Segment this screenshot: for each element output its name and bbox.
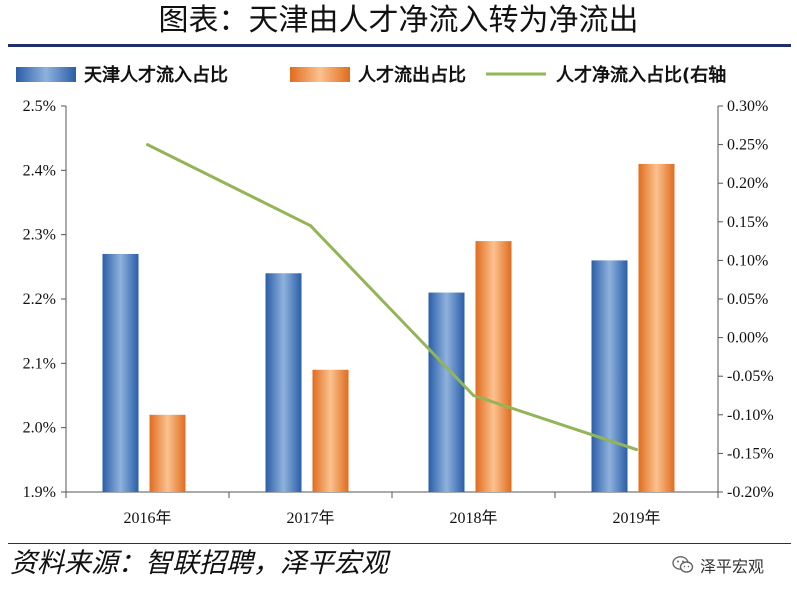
y-left-tick-label: 1.9% (23, 484, 56, 501)
page-title: 图表：天津由人才净流入转为净流出 (158, 3, 639, 38)
watermark: 泽平宏观 (672, 552, 764, 578)
bar-outflow (312, 369, 349, 492)
y-right-tick-label: 0.25% (727, 137, 768, 154)
chart-legend: 天津人才流入占比 人才流出占比 人才净流入占比(右轴 (16, 64, 726, 86)
x-tick-label: 2017年 (286, 509, 334, 527)
bar-inflow (591, 260, 628, 492)
net-inflow-point (635, 448, 638, 452)
y-right-tick-label: 0.10% (727, 252, 768, 269)
y-right-tick-label: -0.20% (727, 484, 774, 501)
source-note: 资料来源：智联招聘，泽平宏观 (10, 548, 388, 579)
y-left-tick-label: 2.4% (23, 162, 56, 179)
y-right-tick-label: -0.10% (727, 407, 774, 424)
y-right-tick-label: -0.15% (727, 445, 774, 462)
y-right-tick-label: 0.30% (727, 98, 768, 115)
bar-inflow (102, 253, 139, 492)
y-right-tick-label: 0.00% (727, 330, 768, 347)
bar-inflow (265, 273, 302, 492)
watermark-text: 泽平宏观 (700, 557, 765, 576)
footer-divider (8, 543, 791, 544)
bar-outflow (638, 163, 675, 492)
chart-bars (102, 163, 675, 492)
y-left-tick-label: 2.3% (23, 227, 56, 244)
bar-inflow (428, 292, 465, 492)
bar-line-chart: 天津人才流入占比 人才流出占比 人才净流入占比(右轴 1.9% 2.0% 2.1% 2.2… (16, 64, 774, 527)
x-tick-label: 2018年 (449, 509, 497, 527)
legend-label-inflow: 天津人才流入占比 (84, 64, 228, 86)
chart-ticks: 1.9% 2.0% 2.1% 2.2% 2.3% 2.4% 2.5% -0.20% -0.15%… (23, 98, 774, 527)
legend-label-net: 人才净流入占比(右轴 (556, 64, 726, 86)
wechat-icon (672, 556, 694, 573)
bar-outflow (149, 414, 186, 492)
y-right-tick-label: -0.05% (727, 368, 774, 385)
net-inflow-point (472, 394, 475, 397)
legend-swatch-outflow (290, 67, 350, 82)
x-tick-label: 2016年 (123, 509, 171, 527)
net-inflow-line (146, 143, 637, 451)
y-right-tick-label: 0.15% (727, 214, 768, 231)
y-left-tick-label: 2.1% (23, 355, 56, 372)
net-inflow-point (309, 224, 312, 228)
legend-label-outflow: 人才流出占比 (358, 64, 466, 86)
net-inflow-point (146, 143, 149, 147)
y-left-tick-label: 2.2% (23, 291, 56, 308)
y-right-tick-label: 0.20% (727, 175, 768, 192)
legend-swatch-inflow (16, 67, 76, 82)
y-left-tick-label: 2.0% (23, 420, 56, 437)
y-right-tick-label: 0.05% (727, 291, 768, 308)
x-tick-label: 2019年 (612, 509, 660, 527)
chart-net-line (146, 143, 638, 452)
bar-outflow (475, 241, 512, 492)
title-divider (8, 44, 791, 47)
y-left-tick-label: 2.5% (23, 98, 56, 115)
